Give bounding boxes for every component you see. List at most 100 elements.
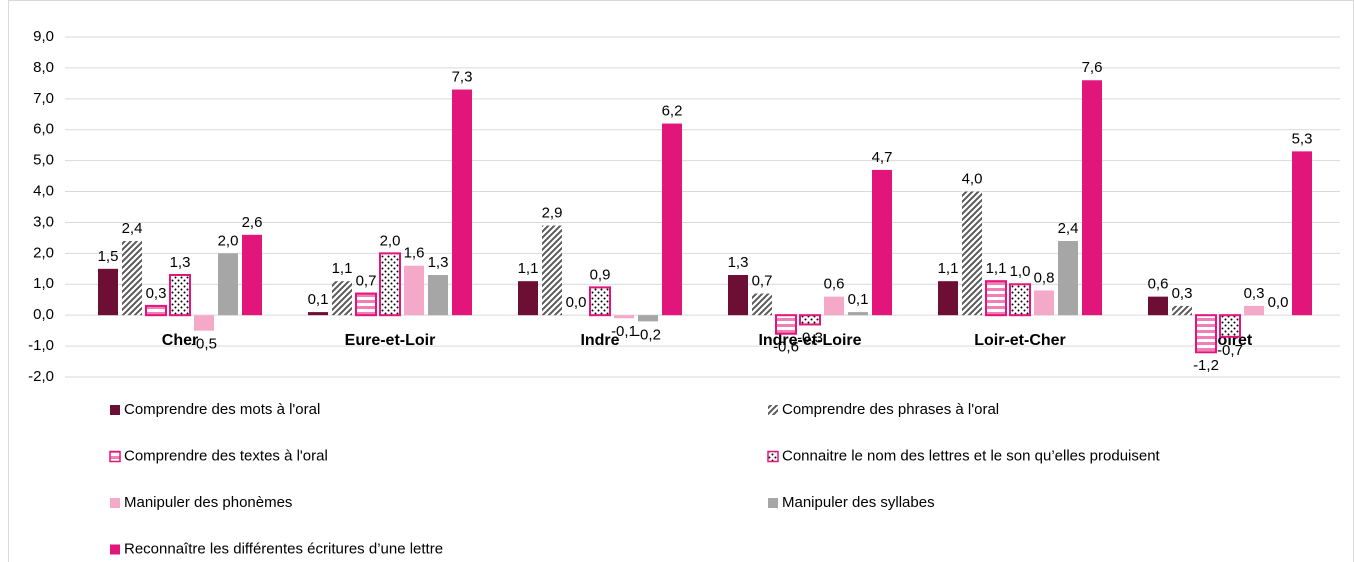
bar	[1292, 151, 1312, 316]
y-tick-label: 9,0	[33, 28, 54, 45]
data-label: 0,9	[590, 266, 611, 283]
data-label: 7,3	[452, 69, 473, 86]
data-label: 1,3	[170, 254, 191, 271]
legend-swatch	[109, 450, 121, 463]
bar	[379, 252, 401, 317]
data-label: 0,0	[1268, 294, 1289, 311]
data-label: 2,4	[122, 220, 143, 237]
x-tick-label: Eure-et-Loir	[345, 332, 436, 349]
data-label: -1,2	[1193, 357, 1219, 374]
x-tick-label: Indre-et-Loire	[758, 332, 861, 349]
data-label: 1,6	[404, 245, 425, 262]
y-tick-label: -2,0	[28, 368, 54, 385]
bar	[242, 234, 262, 316]
bar	[98, 268, 118, 316]
data-label: -0,5	[191, 336, 217, 353]
bar	[518, 281, 538, 316]
data-label: -0,2	[635, 326, 661, 343]
data-label: 7,6	[1082, 59, 1103, 76]
y-tick-label: 7,0	[33, 90, 54, 107]
bar	[799, 314, 821, 326]
data-label: 1,3	[728, 254, 749, 271]
bar	[589, 286, 611, 317]
data-label: 0,3	[1172, 285, 1193, 302]
x-tick-label: Cher	[162, 332, 198, 349]
bar	[1034, 290, 1054, 316]
bar	[824, 296, 844, 316]
data-label: 6,2	[662, 103, 683, 120]
data-label: 0,6	[824, 276, 845, 293]
bar	[985, 280, 1007, 317]
bar	[332, 281, 352, 316]
data-label: 0,7	[752, 273, 773, 290]
bar	[218, 253, 238, 316]
legend-label: Comprendre des phrases à l'oral	[782, 401, 999, 418]
data-label: 0,6	[1148, 276, 1169, 293]
data-label: 5,3	[1292, 130, 1313, 147]
bar	[1058, 241, 1078, 316]
bar	[122, 241, 142, 316]
bar	[1244, 305, 1264, 316]
data-label: 0,8	[1034, 269, 1055, 286]
data-label: -0,3	[797, 329, 823, 346]
bar	[145, 304, 167, 317]
data-label: 1,0	[1010, 263, 1031, 280]
data-label: 0,3	[146, 285, 167, 302]
legend-label: Manipuler des phonèmes	[124, 494, 292, 511]
bar	[962, 191, 982, 316]
bar	[1148, 296, 1168, 316]
bar	[1082, 80, 1102, 316]
data-label: 0,0	[566, 294, 587, 311]
data-label: 2,6	[242, 214, 263, 231]
data-label: 0,3	[1244, 285, 1265, 302]
y-tick-label: 6,0	[33, 121, 54, 138]
legend-label: Connaitre le nom des lettres et le son q…	[782, 447, 1161, 464]
legend-swatch	[768, 498, 778, 508]
bar	[662, 123, 682, 316]
bar	[169, 274, 191, 317]
data-label: -0,1	[611, 323, 637, 340]
y-tick-label: 4,0	[33, 183, 54, 200]
y-tick-label: 1,0	[33, 275, 54, 292]
data-label: 4,0	[962, 171, 983, 188]
bar	[614, 315, 634, 319]
bar	[308, 312, 328, 316]
data-label: 1,3	[428, 254, 449, 271]
legend-label: Reconnaître les différentes écritures d’…	[124, 540, 443, 557]
bar	[938, 281, 958, 316]
bar	[1219, 314, 1241, 338]
legend-swatch	[110, 405, 120, 415]
data-label: -0,7	[1217, 342, 1243, 359]
data-label: 2,9	[542, 205, 563, 222]
data-label: 1,1	[938, 260, 959, 277]
bar	[1195, 314, 1217, 354]
bar	[194, 315, 214, 331]
bar	[452, 89, 472, 316]
bar	[542, 225, 562, 316]
data-label: 1,1	[986, 260, 1007, 277]
legend-swatch	[768, 405, 778, 415]
data-label: 2,0	[380, 232, 401, 249]
bar	[404, 265, 424, 316]
bar	[428, 275, 448, 316]
y-tick-label: 0,0	[33, 306, 54, 323]
y-tick-label: -1,0	[28, 337, 54, 354]
data-label: 1,1	[518, 260, 539, 277]
legend-label: Comprendre des mots à l'oral	[124, 401, 320, 418]
x-tick-label: Indre	[580, 332, 619, 349]
data-label: -0,6	[773, 339, 799, 356]
data-label: 0,1	[848, 291, 869, 308]
data-label: 4,7	[872, 149, 893, 166]
bar	[355, 292, 377, 317]
bar	[848, 312, 868, 316]
data-label: 0,1	[308, 291, 329, 308]
bar	[638, 315, 658, 322]
legend-swatch	[767, 450, 779, 463]
bar	[872, 169, 892, 316]
bar	[752, 293, 772, 316]
legend-label: Comprendre des textes à l'oral	[124, 447, 328, 464]
data-label: 1,1	[332, 260, 353, 277]
y-tick-label: 8,0	[33, 59, 54, 76]
legend-swatch	[110, 498, 120, 508]
